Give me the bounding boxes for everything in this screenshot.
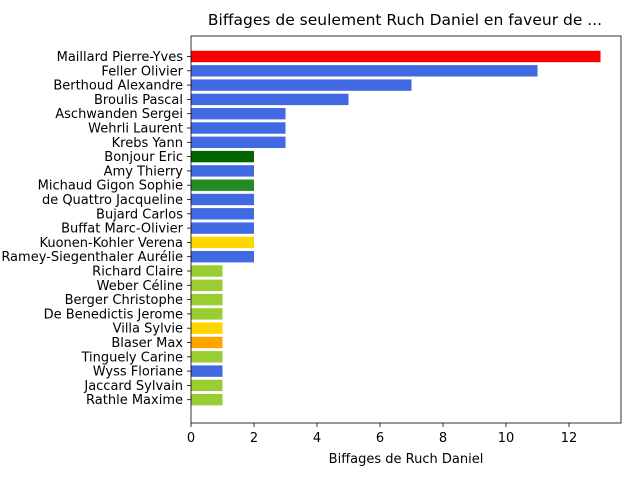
bar bbox=[191, 50, 601, 63]
bars-group bbox=[191, 50, 601, 406]
bar bbox=[191, 322, 223, 334]
bar bbox=[191, 193, 255, 206]
bar bbox=[191, 122, 286, 134]
x-axis-label: Biffages de Ruch Daniel bbox=[329, 452, 484, 467]
bar bbox=[191, 93, 349, 106]
x-tick-label: 8 bbox=[439, 431, 447, 446]
bar bbox=[191, 394, 223, 406]
bar bbox=[191, 336, 223, 349]
x-ticks: 0 2 4 6 8 10 12 bbox=[187, 423, 577, 446]
y-tick-label: Maillard Pierre-Yves bbox=[57, 50, 184, 65]
y-tick-label: Aschwanden Sergei bbox=[55, 107, 183, 122]
y-tick-label: Berthoud Alexandre bbox=[53, 79, 183, 94]
bar bbox=[191, 279, 223, 291]
bar bbox=[191, 208, 255, 220]
x-tick-label: 0 bbox=[187, 431, 195, 446]
y-tick-label: Villa Sylvie bbox=[113, 322, 183, 337]
x-tick-label: 10 bbox=[498, 431, 515, 446]
bar bbox=[191, 236, 255, 249]
y-tick-label: Amy Thierry bbox=[104, 164, 184, 179]
plot-frame bbox=[190, 35, 622, 424]
x-tick-label: 6 bbox=[376, 431, 384, 446]
y-tick-label: Blaser Max bbox=[111, 336, 183, 351]
bar bbox=[191, 251, 255, 263]
bar bbox=[191, 136, 286, 148]
bar bbox=[191, 351, 223, 363]
bar bbox=[191, 65, 538, 77]
y-tick-label: Michaud Gigon Sophie bbox=[38, 179, 183, 194]
y-tick-label: Wehrli Laurent bbox=[88, 122, 183, 137]
bar bbox=[191, 265, 223, 277]
y-tick-label: Broulis Pascal bbox=[94, 93, 183, 108]
chart-title: Biffages de seulement Ruch Daniel en fav… bbox=[208, 11, 602, 29]
bar bbox=[191, 165, 255, 177]
y-tick-label: Buffat Marc-Olivier bbox=[61, 222, 184, 237]
y-tick-label: Krebs Yann bbox=[112, 136, 183, 151]
y-tick-label: Ramey-Siegenthaler Aurélie bbox=[1, 250, 183, 265]
y-tick-label: Jaccard Sylvain bbox=[83, 379, 183, 394]
bar bbox=[191, 179, 255, 191]
bar bbox=[191, 293, 223, 306]
y-tick-label: Tinguely Carine bbox=[80, 350, 183, 365]
y-tick-label: Richard Claire bbox=[92, 265, 183, 280]
y-tick-label: Bujard Carlos bbox=[96, 207, 183, 222]
y-tick-label: Feller Olivier bbox=[101, 64, 183, 79]
bar bbox=[191, 150, 255, 163]
bar bbox=[191, 365, 223, 377]
bar bbox=[191, 79, 412, 91]
y-tick-label: de Quattro Jacqueline bbox=[42, 193, 183, 208]
bar bbox=[191, 222, 255, 234]
x-tick-label: 12 bbox=[561, 431, 578, 446]
y-tick-label: Rathle Maxime bbox=[86, 393, 183, 408]
bar bbox=[191, 379, 223, 392]
y-tick-label: Weber Céline bbox=[97, 279, 183, 294]
y-tick-label: Berger Christophe bbox=[65, 293, 183, 308]
y-tick-label: Wyss Floriane bbox=[93, 365, 183, 380]
y-tick-label: De Benedictis Jerome bbox=[44, 307, 183, 322]
y-tick-label: Kuonen-Kohler Verena bbox=[39, 236, 183, 251]
x-tick-label: 2 bbox=[250, 431, 258, 446]
y-tick-label: Bonjour Eric bbox=[104, 150, 183, 165]
bar bbox=[191, 308, 223, 320]
x-tick-label: 4 bbox=[313, 431, 321, 446]
bar bbox=[191, 108, 286, 120]
